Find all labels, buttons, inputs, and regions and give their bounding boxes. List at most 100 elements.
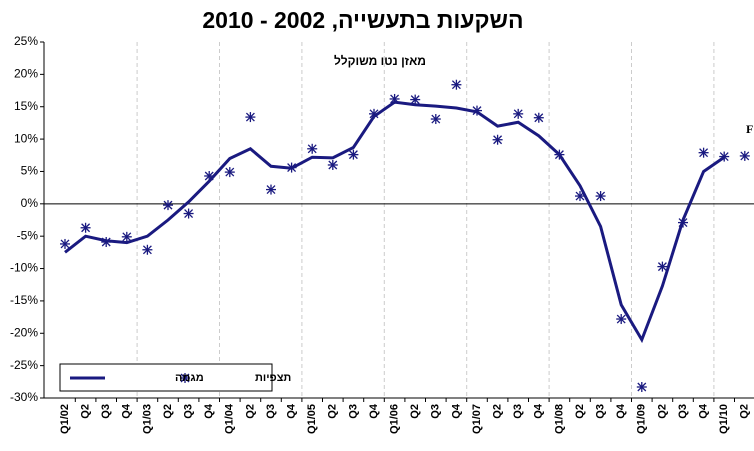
y-tick-label: -25% (10, 358, 38, 372)
observation-marker (513, 108, 524, 119)
marker-stroke (225, 167, 235, 177)
marker-stroke (180, 373, 190, 383)
y-tick-label: -20% (10, 325, 38, 339)
x-tick-label: Q1/06 (389, 404, 401, 434)
x-tick-label: Q2 (492, 404, 504, 419)
y-tick-label: 5% (21, 164, 39, 178)
chart-subtitle: מאזן נטו משוקלל (334, 54, 426, 68)
marker-stroke (163, 200, 173, 210)
observation-marker (245, 112, 256, 123)
marker-stroke (740, 151, 750, 161)
marker-stroke (637, 382, 647, 392)
x-tick-label: Q3 (512, 404, 524, 419)
observation-marker (163, 200, 173, 211)
observation-marker (348, 149, 359, 160)
marker-stroke (451, 80, 461, 90)
marker-stroke (142, 245, 152, 255)
x-tick-label: Q3 (347, 404, 359, 419)
marker-stroke (266, 185, 276, 195)
marker-stroke (431, 114, 441, 124)
annotation: F (746, 122, 753, 136)
observation-marker (121, 231, 132, 242)
x-tick-label: Q1/02 (59, 404, 71, 434)
observation-marker (719, 151, 730, 162)
observation-marker (430, 114, 441, 125)
observation-marker (142, 244, 153, 255)
observation-marker (636, 381, 647, 392)
marker-stroke (369, 109, 379, 119)
observation-marker (266, 184, 276, 195)
y-tick-label: 20% (14, 67, 38, 81)
y-tick-label: -10% (10, 261, 38, 275)
x-tick-label: Q2 (409, 404, 421, 419)
marker-stroke (616, 314, 626, 324)
marker-stroke (493, 135, 503, 145)
x-tick-label: Q2 (327, 404, 339, 419)
x-tick-label: Q2 (656, 404, 668, 419)
marker-stroke (410, 95, 420, 105)
x-tick-label: Q3 (265, 404, 277, 419)
x-tick-label: Q1/09 (636, 404, 648, 434)
marker-stroke (184, 209, 194, 218)
chart-title: השקעות בתעשייה, 2002 - 2010 (202, 7, 523, 33)
x-tick-label: Q1/07 (471, 404, 483, 434)
marker-stroke (81, 223, 91, 233)
x-tick-label: Q4 (698, 403, 710, 419)
x-tick-label: Q3 (100, 404, 112, 419)
marker-stroke (245, 112, 255, 122)
y-tick-label: 25% (14, 34, 38, 48)
x-tick-label: Q3 (183, 404, 195, 419)
x-tick-label: Q3 (677, 404, 689, 419)
marker-stroke (390, 94, 400, 104)
observation-marker (698, 147, 709, 158)
x-tick-label: Q2 (574, 404, 586, 419)
legend-label: תצפיות (255, 372, 291, 384)
x-tick-label: Q3 (595, 404, 607, 419)
x-tick-label: Q2 (244, 404, 256, 419)
x-tick-label: Q4 (533, 403, 545, 419)
marker-stroke (328, 160, 338, 170)
observation-marker (616, 314, 627, 325)
legend-swatch (180, 373, 190, 383)
observation-marker (80, 222, 91, 233)
observation-marker (224, 167, 235, 178)
y-tick-label: 15% (14, 99, 38, 113)
x-tick-label: Q4 (368, 403, 380, 419)
observation-marker (739, 150, 750, 161)
marker-stroke (204, 171, 214, 181)
x-tick-label: Q1/10 (718, 404, 730, 434)
observation-marker (410, 94, 421, 105)
marker-stroke (348, 150, 358, 160)
marker-stroke (60, 239, 70, 249)
x-tick-label: Q4 (121, 403, 133, 419)
observation-marker (327, 159, 338, 170)
observation-marker (492, 134, 503, 145)
observation-marker (369, 108, 379, 119)
x-tick-label: Q1/05 (306, 404, 318, 434)
observation-marker (183, 208, 194, 219)
x-tick-label: Q3 (430, 404, 442, 419)
y-tick-label: 0% (21, 196, 39, 210)
observation-marker (533, 112, 544, 123)
observation-marker (657, 261, 668, 272)
observation-marker (60, 238, 70, 249)
x-tick-label: Q2 (739, 404, 751, 419)
x-tick-label: Q2 (162, 404, 174, 419)
observation-marker (451, 79, 462, 90)
marker-stroke (513, 109, 523, 119)
x-tick-label: Q4 (450, 403, 462, 419)
y-tick-label: -30% (10, 390, 38, 404)
y-tick-label: -15% (10, 293, 38, 307)
y-tick-label: 10% (14, 131, 38, 145)
y-tick-label: -5% (17, 228, 39, 242)
marker-stroke (122, 232, 132, 242)
trend-line (64, 100, 726, 344)
marker-stroke (596, 191, 606, 201)
legend-label: מגמה (175, 372, 204, 384)
observation-marker (595, 191, 606, 202)
x-tick-label: Q4 (286, 403, 298, 419)
marker-stroke (657, 262, 667, 272)
observation-marker (307, 143, 318, 154)
marker-stroke (307, 144, 317, 154)
x-tick-label: Q1/03 (141, 404, 153, 434)
